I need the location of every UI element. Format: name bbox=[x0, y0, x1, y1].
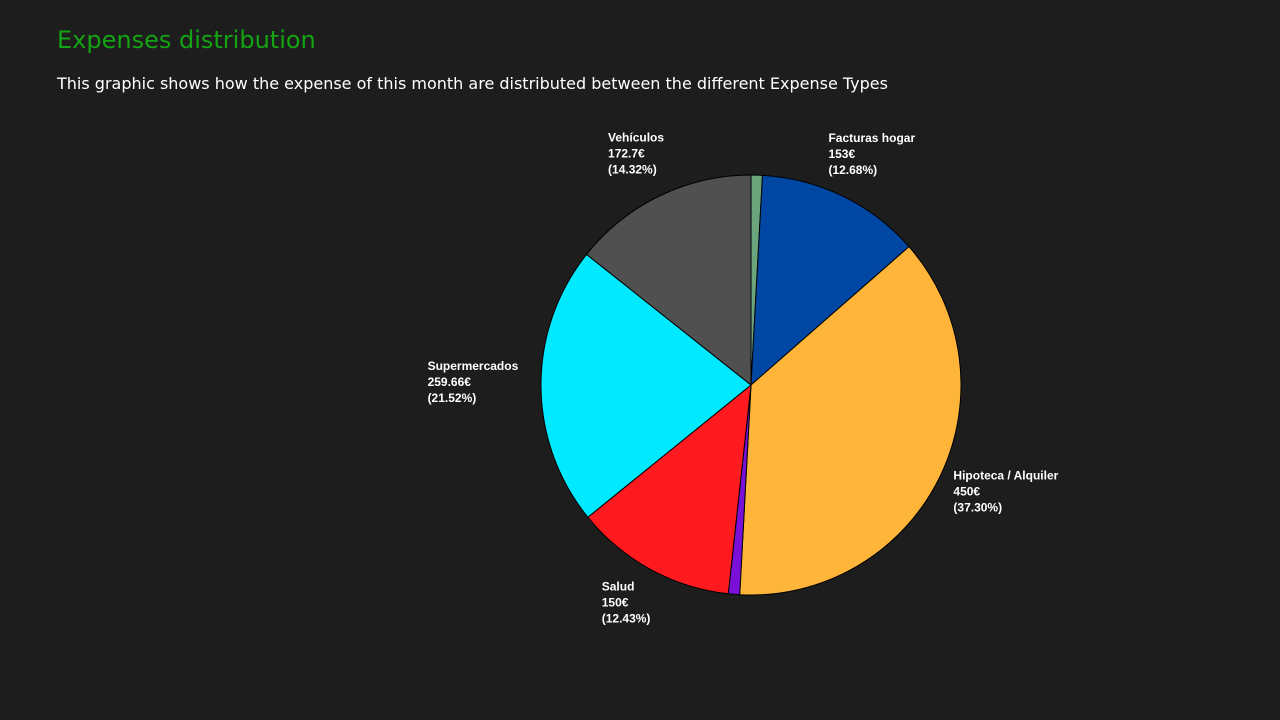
slice-label-line: (12.43%) bbox=[602, 612, 651, 626]
slice-label-line: 172.7€ bbox=[608, 147, 645, 161]
page-title: Expenses distribution bbox=[57, 26, 316, 54]
slice-label-line: 450€ bbox=[953, 484, 980, 498]
pie-slice bbox=[587, 383, 752, 595]
pie-slice bbox=[585, 174, 752, 387]
slice-label-line: Supermercados bbox=[428, 359, 519, 373]
slice-label-line: (12.68%) bbox=[828, 163, 877, 177]
pie-slice bbox=[750, 174, 910, 387]
slice-label-line: (21.52%) bbox=[428, 391, 477, 405]
slice-label-line: Vehículos bbox=[608, 131, 664, 145]
pie-slice bbox=[540, 253, 752, 518]
slice-label: Facturas hogar 153€ (12.68%) bbox=[828, 131, 915, 177]
slice-label: Vehículos 172.7€ (14.32%) bbox=[608, 131, 664, 177]
slice-label-line: 153€ bbox=[828, 147, 855, 161]
slice-label-line: 259.66€ bbox=[428, 375, 472, 389]
slice-label: Salud 150€ (12.43%) bbox=[602, 580, 651, 626]
slice-label-line: (37.30%) bbox=[953, 500, 1002, 514]
slice-label-line: Salud bbox=[602, 580, 635, 594]
slice-label-line: 150€ bbox=[602, 596, 629, 610]
pie-slice bbox=[739, 245, 962, 596]
slice-label: Hipoteca / Alquiler 450€ (37.30%) bbox=[953, 468, 1058, 514]
slice-label: Supermercados 259.66€ (21.52%) bbox=[428, 359, 519, 405]
slice-label-line: Hipoteca / Alquiler bbox=[953, 468, 1058, 482]
slice-label-line: Facturas hogar bbox=[828, 131, 915, 145]
page-subtitle: This graphic shows how the expense of th… bbox=[57, 74, 888, 93]
slice-label-line: (14.32%) bbox=[608, 163, 657, 177]
